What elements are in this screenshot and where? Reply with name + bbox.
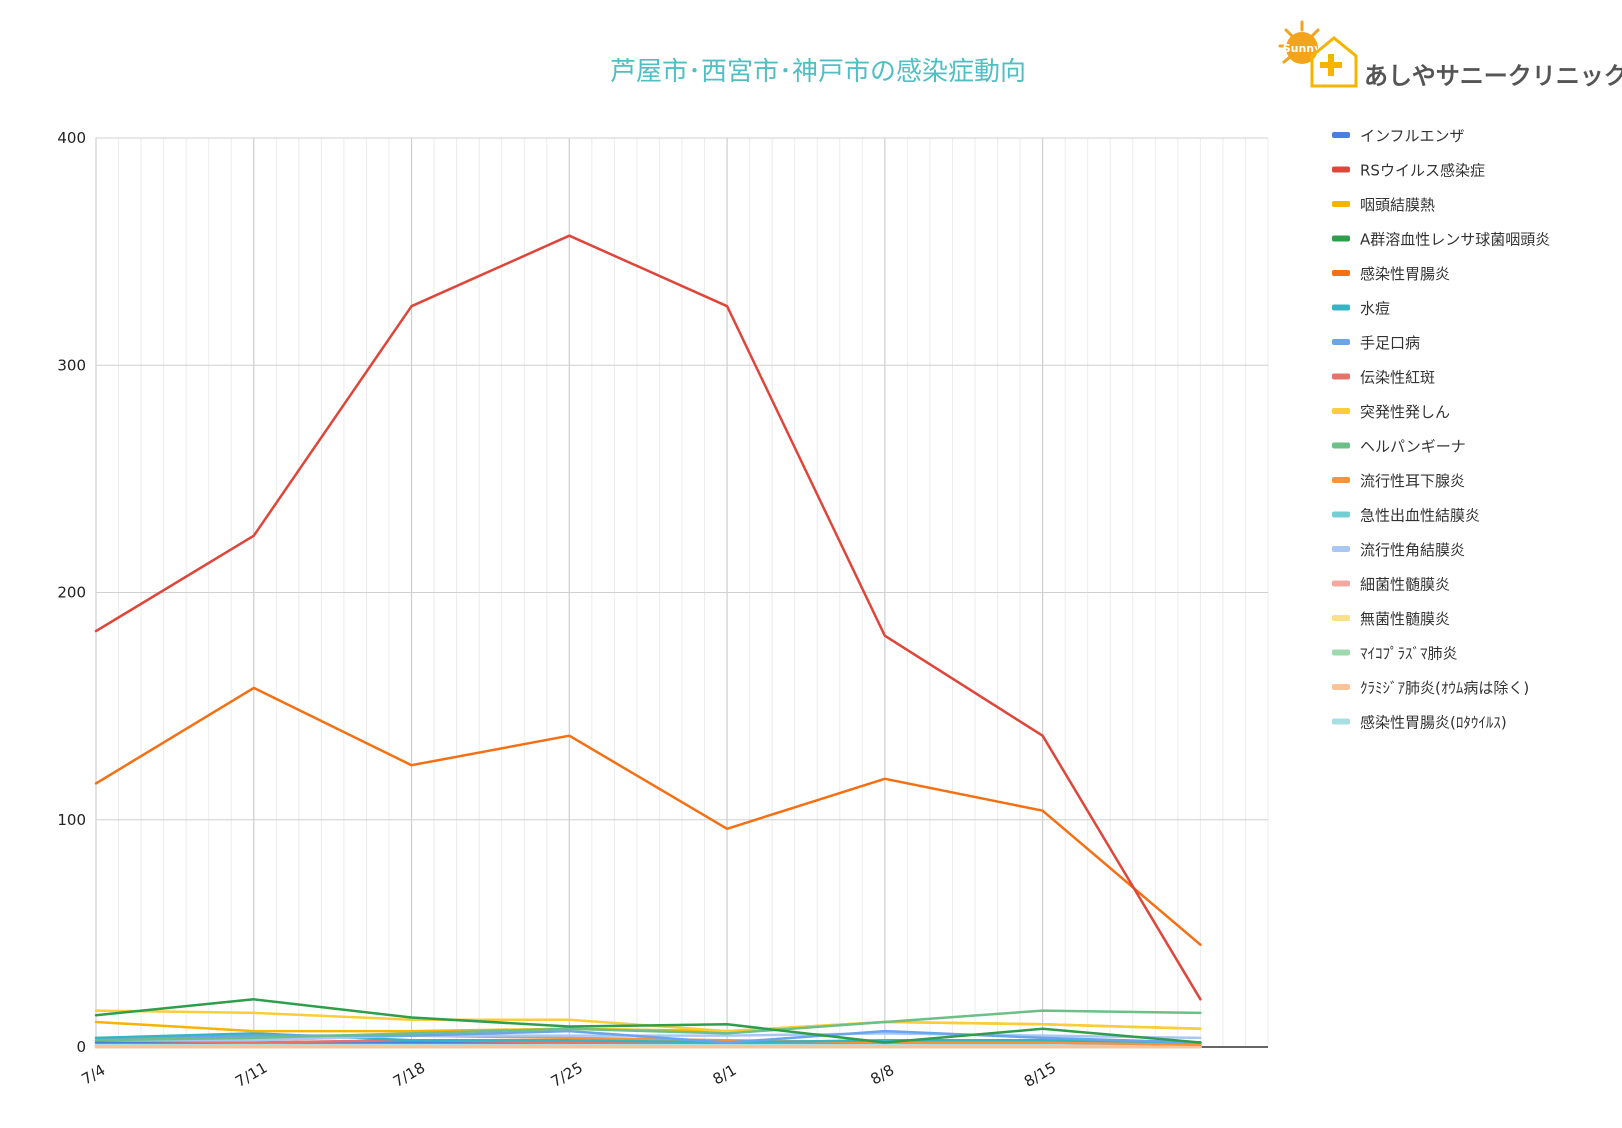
legend-label: 伝染性紅斑 bbox=[1360, 369, 1435, 387]
legend-swatch bbox=[1332, 201, 1350, 207]
legend-swatch bbox=[1332, 649, 1350, 656]
x-tick-label: 7/4 bbox=[79, 1061, 109, 1089]
legend-label: RSウイルス感染症 bbox=[1360, 162, 1485, 180]
x-tick-label: 8/8 bbox=[867, 1061, 897, 1089]
logo-text: あしやサニークリニック bbox=[1364, 62, 1622, 90]
grid bbox=[95, 137, 1269, 1048]
legend-swatch bbox=[1332, 511, 1350, 518]
legend-label: 水痘 bbox=[1360, 300, 1390, 318]
legend-label: 突発性発しん bbox=[1360, 403, 1450, 421]
logo-badge-text: Sunny bbox=[1283, 42, 1322, 55]
y-tick-label: 200 bbox=[57, 584, 86, 602]
series-line-9 bbox=[94, 1009, 1202, 1042]
series-line-6 bbox=[94, 1029, 1202, 1044]
legend-swatch bbox=[1332, 166, 1350, 173]
y-tick-label: 100 bbox=[57, 811, 86, 829]
legend-label: 流行性耳下腺炎 bbox=[1360, 472, 1465, 490]
legend-label: 無菌性髄膜炎 bbox=[1360, 610, 1450, 628]
chart-title: 芦屋市･西宮市･神戸市の感染症動向 bbox=[610, 57, 1026, 87]
x-tick-label: 7/11 bbox=[232, 1058, 270, 1090]
legend-swatch bbox=[1332, 546, 1350, 552]
x-tick-label: 8/15 bbox=[1021, 1058, 1059, 1090]
x-axis: 7/4 7/11 7/18 7/25 8/1 8/8 8/15 bbox=[79, 1058, 1060, 1090]
legend-label: 感染性胃腸炎(ﾛﾀｳｲﾙｽ) bbox=[1360, 714, 1507, 732]
y-axis: 0 100 200 300 400 bbox=[57, 129, 86, 1056]
series-line-1 bbox=[94, 234, 1202, 1001]
legend-swatch bbox=[1332, 132, 1350, 138]
legend-label: 急性出血性結膜炎 bbox=[1360, 507, 1480, 525]
legend-swatch bbox=[1332, 684, 1350, 690]
legend-label: 咽頭結膜熱 bbox=[1360, 196, 1435, 214]
legend-swatch bbox=[1332, 235, 1350, 242]
legend-swatch bbox=[1332, 442, 1350, 449]
legend-swatch bbox=[1332, 408, 1350, 414]
sun-logo-icon: Sunny bbox=[1278, 20, 1358, 88]
logo: Sunny あしやサニークリニック bbox=[1278, 20, 1622, 90]
legend-swatch bbox=[1332, 270, 1350, 276]
y-tick-label: 400 bbox=[57, 129, 86, 147]
legend-label: ヘルパンギーナ bbox=[1360, 438, 1466, 456]
x-tick-label: 7/18 bbox=[390, 1058, 428, 1090]
legend-label: ｸﾗﾐｼﾞｱ肺炎(ｵｳﾑ病は除く) bbox=[1360, 679, 1529, 697]
legend-label: 流行性角結膜炎 bbox=[1360, 541, 1465, 559]
y-tick-label: 0 bbox=[76, 1038, 86, 1056]
plot-area bbox=[94, 234, 1202, 1049]
series-line-8 bbox=[94, 1009, 1202, 1033]
x-tick-label: 8/1 bbox=[710, 1061, 740, 1089]
legend-swatch bbox=[1332, 477, 1350, 483]
series-line-4 bbox=[94, 686, 1202, 946]
legend-swatch bbox=[1332, 615, 1350, 621]
legend-label: 手足口病 bbox=[1360, 334, 1420, 352]
legend-label: 感染性胃腸炎 bbox=[1360, 265, 1450, 283]
legend-swatch bbox=[1332, 580, 1350, 587]
legend-swatch bbox=[1332, 373, 1350, 380]
legend-swatch bbox=[1332, 339, 1350, 345]
legend-label: A群溶血性レンサ球菌咽頭炎 bbox=[1360, 231, 1550, 249]
legend-label: インフルエンザ bbox=[1360, 127, 1465, 145]
legend-label: 細菌性髄膜炎 bbox=[1360, 576, 1450, 594]
legend-swatch bbox=[1332, 718, 1350, 725]
y-tick-label: 300 bbox=[57, 356, 86, 374]
x-tick-label: 7/25 bbox=[548, 1058, 586, 1090]
series-line-3 bbox=[94, 998, 1202, 1044]
legend-label: ﾏｲｺﾌﾟﾗｽﾞﾏ肺炎 bbox=[1360, 645, 1458, 663]
legend-swatch bbox=[1332, 304, 1350, 311]
